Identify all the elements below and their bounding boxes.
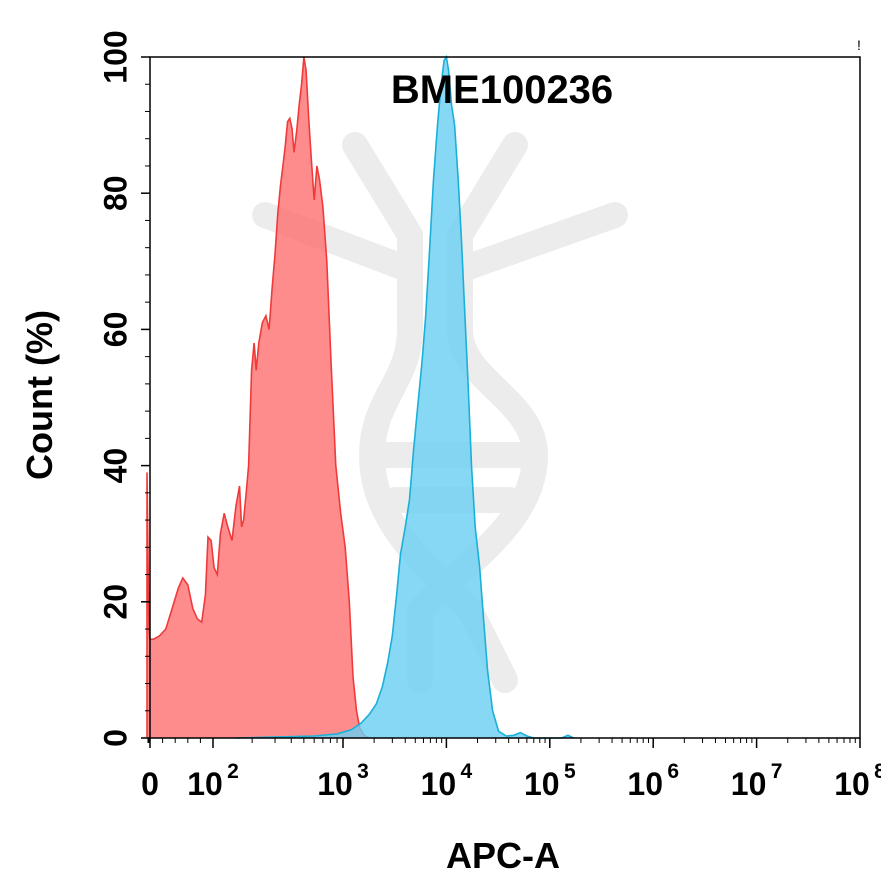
y-tick-label: 100	[97, 30, 133, 83]
y-tick-label: 0	[97, 729, 133, 747]
y-tick-label: 80	[97, 175, 133, 211]
y-tick-label: 20	[97, 584, 133, 620]
x-tick-exponent: 3	[357, 760, 369, 783]
series-2-line	[235, 54, 574, 739]
x-tick-label: 10	[524, 766, 560, 802]
series-1-area	[147, 57, 370, 738]
x-tick-label: 10	[627, 766, 663, 802]
x-tick-exponent: 2	[227, 760, 239, 783]
x-tick-exponent: 8	[874, 760, 881, 783]
x-axis-label: APC-A	[446, 835, 560, 876]
x-tick-exponent: 7	[771, 760, 783, 783]
x-tick-exponent: 6	[667, 760, 679, 783]
x-tick-label: 10	[731, 766, 767, 802]
chart-title: BME100236	[391, 68, 613, 112]
x-tick-label: 0	[141, 766, 159, 802]
x-tick-label: 10	[834, 766, 870, 802]
series-2-area	[235, 57, 574, 738]
x-tick-label: 10	[317, 766, 353, 802]
x-tick-label: 10	[187, 766, 223, 802]
x-tick-exponent: 5	[564, 760, 576, 783]
x-tick-exponent: 4	[461, 760, 473, 783]
x-tick-label: 10	[421, 766, 457, 802]
y-tick-label: 40	[97, 448, 133, 484]
y-tick-label: 60	[97, 312, 133, 348]
corner-mark: !	[857, 37, 861, 53]
series-1-line	[146, 56, 370, 739]
plot-frame	[149, 56, 861, 739]
y-axis-label: Count (%)	[19, 310, 60, 480]
